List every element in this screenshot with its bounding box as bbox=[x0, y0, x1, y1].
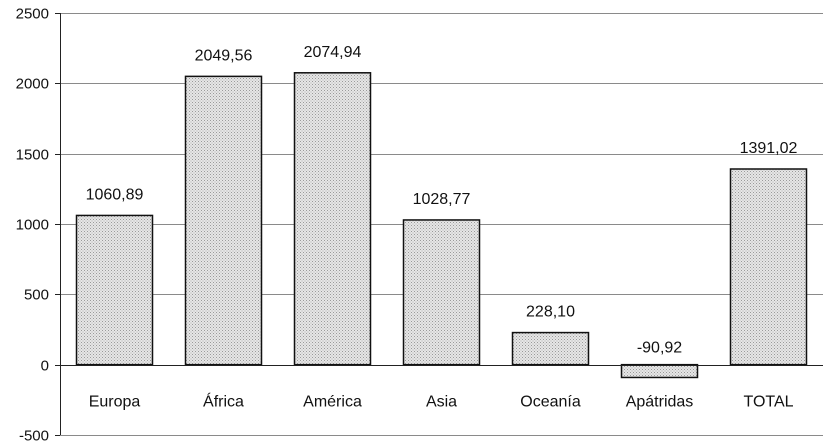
bar-europa bbox=[75, 214, 154, 366]
category-label: Apátridas bbox=[626, 394, 694, 411]
bar-apátridas bbox=[620, 363, 699, 379]
category-label: Asia bbox=[426, 394, 457, 411]
bar-total bbox=[729, 168, 808, 366]
y-tick-label: 1500 bbox=[16, 147, 49, 164]
category-label: Europa bbox=[89, 394, 141, 411]
bar-áfrica bbox=[184, 75, 263, 366]
y-tick-label: -500 bbox=[19, 428, 49, 443]
y-tick-label: 500 bbox=[24, 287, 49, 304]
data-label: 1391,02 bbox=[740, 140, 798, 157]
y-tick-label: 0 bbox=[41, 358, 49, 375]
data-label: 2074,94 bbox=[304, 44, 362, 61]
category-label: África bbox=[203, 392, 244, 411]
y-tick-label: 1000 bbox=[16, 217, 49, 234]
bar-américa bbox=[293, 72, 372, 366]
data-label: 228,10 bbox=[526, 304, 575, 321]
data-label: 1060,89 bbox=[86, 186, 144, 203]
axes bbox=[55, 13, 823, 436]
bar-asia bbox=[402, 219, 481, 366]
y-tick-label: 2500 bbox=[16, 6, 49, 23]
data-label: 1028,77 bbox=[413, 191, 471, 208]
labels: -500 0 500 1000 1500 2000 2500 1060,89 Europa 204… bbox=[16, 6, 798, 443]
y-tick-label: 2000 bbox=[16, 76, 49, 93]
bar-oceanía bbox=[511, 331, 590, 366]
data-label: 2049,56 bbox=[195, 47, 253, 64]
category-label: América bbox=[303, 394, 362, 411]
data-label: -90,92 bbox=[637, 340, 682, 357]
bars bbox=[75, 72, 808, 379]
category-label: TOTAL bbox=[743, 394, 793, 411]
category-label: Oceanía bbox=[520, 394, 581, 411]
